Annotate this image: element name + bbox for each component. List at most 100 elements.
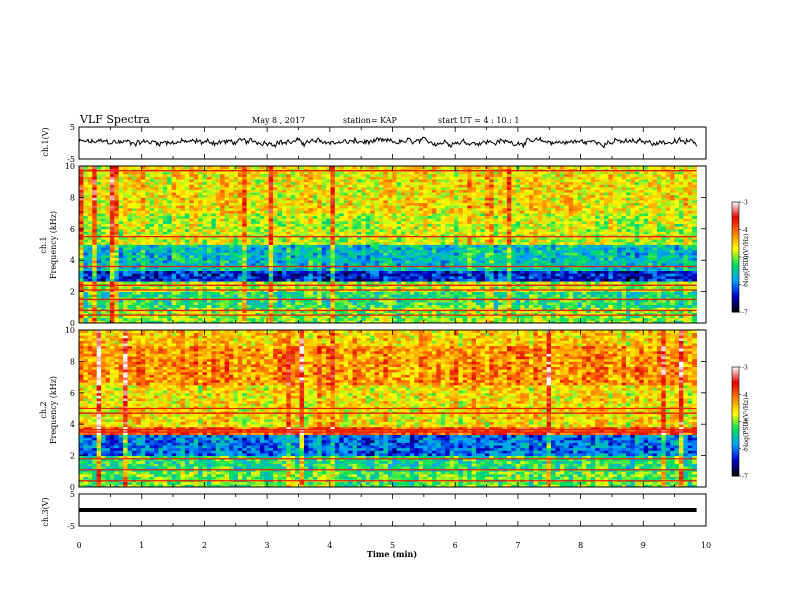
heatmap-cell	[414, 236, 420, 240]
heatmap-cell	[401, 262, 406, 266]
heatmap-cell	[581, 291, 587, 295]
heatmap-cell	[551, 273, 556, 277]
heatmap-cell	[489, 315, 495, 319]
heatmap-cell	[656, 302, 662, 306]
heatmap-cell	[484, 270, 490, 274]
heatmap-cell	[661, 270, 667, 274]
heatmap-cell	[114, 270, 120, 274]
heatmap-cell	[79, 257, 84, 261]
heatmap-cell	[520, 247, 525, 251]
heatmap-cell	[131, 317, 137, 321]
heatmap-cell	[471, 317, 477, 321]
heatmap-cell	[467, 257, 473, 261]
heatmap-cell	[493, 273, 499, 277]
heatmap-cell	[378, 281, 384, 285]
heatmap-cell	[281, 278, 287, 282]
heatmap-cell	[343, 320, 349, 324]
heatmap-cell	[162, 299, 168, 303]
heatmap-cell	[312, 302, 318, 306]
heatmap-cell	[652, 315, 658, 319]
heatmap-cell	[634, 302, 640, 306]
heatmap-cell	[339, 231, 345, 235]
heatmap-cell	[114, 320, 120, 324]
heatmap-cell	[339, 234, 345, 238]
heatmap-cell	[409, 270, 415, 274]
heatmap-cell	[158, 234, 164, 238]
heatmap-cell	[409, 252, 415, 256]
heatmap-cell	[409, 281, 415, 285]
heatmap-cell	[140, 302, 146, 306]
heatmap-cell	[440, 268, 446, 272]
heatmap-cell	[392, 239, 398, 243]
heatmap-cell	[356, 278, 362, 282]
heatmap-cell	[537, 291, 543, 295]
heatmap-cell	[590, 286, 596, 290]
heatmap-cell	[162, 320, 168, 324]
heatmap-cell	[612, 320, 618, 324]
heatmap-cell	[678, 239, 684, 243]
heatmap-cell	[670, 317, 675, 321]
heatmap-cell	[123, 299, 128, 303]
heatmap-cell	[652, 281, 658, 285]
heatmap-cell	[145, 236, 150, 240]
heatmap-cell	[312, 299, 318, 303]
heatmap-cell	[87, 309, 93, 313]
heatmap-cell	[396, 304, 402, 308]
heatmap-cell	[312, 236, 318, 240]
heatmap-cell	[564, 239, 570, 243]
heatmap-cell	[665, 309, 671, 313]
heatmap-cell	[268, 247, 274, 251]
heatmap-cell	[431, 315, 437, 319]
heatmap-cell	[405, 294, 411, 298]
heatmap-cell	[92, 231, 98, 235]
heatmap-cell	[537, 270, 543, 274]
heatmap-cell	[264, 257, 270, 261]
heatmap-cell	[374, 257, 380, 261]
heatmap-cell	[652, 236, 658, 240]
heatmap-cell	[224, 239, 230, 243]
heatmap-cell	[568, 307, 574, 311]
heatmap-cell	[153, 234, 159, 238]
heatmap-cell	[449, 247, 455, 251]
heatmap-cell	[171, 228, 177, 232]
heatmap-cell	[462, 304, 468, 308]
heatmap-cell	[396, 254, 402, 258]
heatmap-cell	[431, 286, 437, 290]
heatmap-cell	[652, 320, 658, 324]
heatmap-cell	[114, 307, 120, 311]
heatmap-cell	[374, 236, 380, 240]
heatmap-cell	[348, 239, 353, 243]
heatmap-cell	[101, 268, 106, 272]
heatmap-cell	[683, 236, 689, 240]
heatmap-cell	[418, 312, 424, 316]
heatmap-cell	[136, 286, 142, 290]
heatmap-cell	[440, 239, 446, 243]
heatmap-cell	[171, 317, 177, 321]
heatmap-cell	[608, 231, 614, 235]
heatmap-cell	[409, 315, 415, 319]
heatmap-cell	[599, 260, 605, 264]
heatmap-cell	[193, 315, 199, 319]
heatmap-cell	[665, 286, 671, 290]
heatmap-cell	[670, 260, 675, 264]
heatmap-cell	[211, 302, 217, 306]
heatmap-cell	[184, 273, 190, 277]
heatmap-cell	[440, 244, 446, 248]
heatmap-cell	[281, 270, 287, 274]
heatmap-cell	[471, 260, 477, 264]
heatmap-cell	[352, 291, 358, 295]
heatmap-cell	[176, 228, 181, 232]
heatmap-cell	[228, 302, 234, 306]
heatmap-cell	[171, 268, 177, 272]
heatmap-cell	[520, 307, 525, 311]
heatmap-cell	[502, 236, 508, 240]
heatmap-cell	[334, 236, 340, 240]
heatmap-cell	[184, 254, 190, 258]
heatmap-cell	[246, 247, 252, 251]
heatmap-cell	[114, 275, 120, 279]
heatmap-cell	[626, 315, 631, 319]
heatmap-cell	[537, 296, 543, 300]
heatmap-cell	[114, 244, 120, 248]
heatmap-cell	[634, 312, 640, 316]
heatmap-cell	[630, 309, 636, 313]
